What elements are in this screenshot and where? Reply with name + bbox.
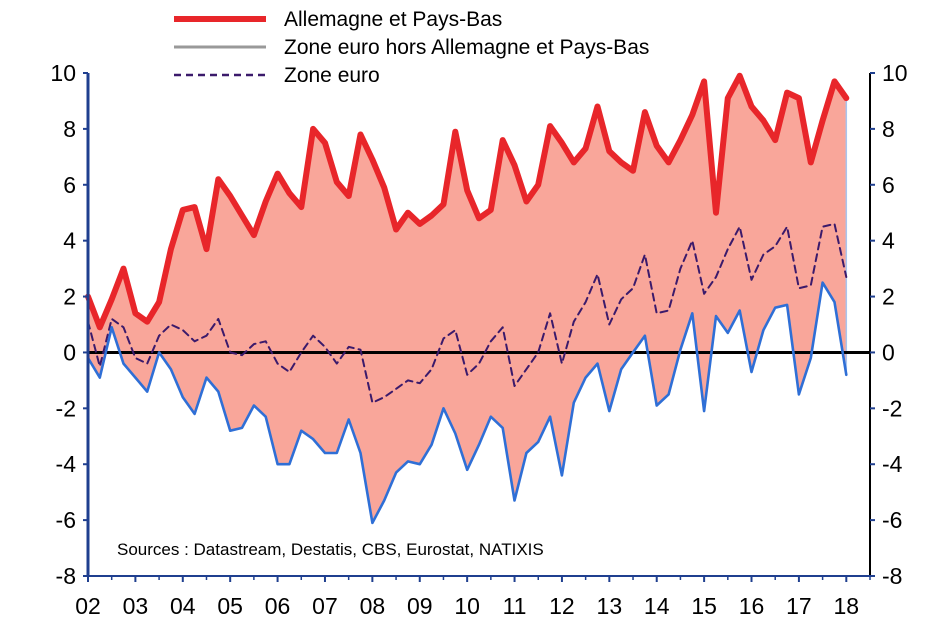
series-group [85,72,850,525]
x-tick-label: 07 [312,593,338,619]
y-tick-label-left: 2 [63,284,76,310]
x-tick-label: 05 [217,593,243,619]
y-tick-label-right: 0 [882,339,895,365]
y-tick-label-left: 0 [63,339,76,365]
legend-label: Allemagne et Pays-Bas [284,8,502,31]
x-tick-label: 03 [123,593,149,619]
y-tick-label-right: -8 [882,563,902,589]
x-tick-label: 12 [549,593,575,619]
legend-item-zone-euro: Zone euro [174,64,380,87]
x-tick-label: 14 [644,593,670,619]
series-line-allemagne-pays-bas [85,72,850,331]
y-tick-label-left: 8 [63,116,76,142]
x-tick-label: 06 [265,593,291,619]
x-tick-label: 13 [597,593,623,619]
y-tick-label-left: 10 [50,60,76,86]
series-line-zone-euro [87,222,848,404]
x-tick-label: 04 [170,593,196,619]
legend: Allemagne et Pays-Bas Zone euro hors Alle… [174,8,649,87]
x-tick-label: 11 [503,593,527,619]
y-tick-label-left: -6 [56,507,76,533]
x-tick-label: 18 [834,593,860,619]
x-tick-label: 16 [739,593,765,619]
y-tick-label-left: -2 [56,395,76,421]
y-tick-label-right: -2 [882,395,902,421]
x-tick-label: 02 [75,593,101,619]
y-tick-label-right: 2 [882,284,895,310]
x-tick-label: 08 [360,593,386,619]
y-tick-label-left: 6 [63,172,76,198]
y-tick-label-left: 4 [63,228,76,254]
legend-label: Zone euro hors Allemagne et Pays-Bas [284,36,649,59]
y-tick-label-right: 6 [882,172,895,198]
y-tick-label-right: 4 [882,228,895,254]
y-tick-label-right: 8 [882,116,895,142]
fill-between-area [88,75,848,523]
x-tick-label: 17 [786,593,812,619]
y-tick-label-right: 10 [882,60,908,86]
y-tick-label-left: -4 [56,451,77,477]
x-tick-label: 09 [407,593,433,619]
x-tick-label: 15 [691,593,717,619]
legend-item-allemagne-pays-bas: Allemagne et Pays-Bas [174,8,502,31]
series-line-zone-euro-hors [86,281,848,525]
y-tick-label-right: -4 [882,451,903,477]
y-tick-label-right: -6 [882,507,902,533]
legend-item-zone-euro-hors: Zone euro hors Allemagne et Pays-Bas [174,36,649,59]
source-note: Sources : Datastream, Destatis, CBS, Eur… [117,540,544,559]
legend-label: Zone euro [284,64,380,87]
y-tick-label-left: -8 [56,563,76,589]
fill-between-shape [88,75,847,523]
x-tick-label: 10 [454,593,480,619]
